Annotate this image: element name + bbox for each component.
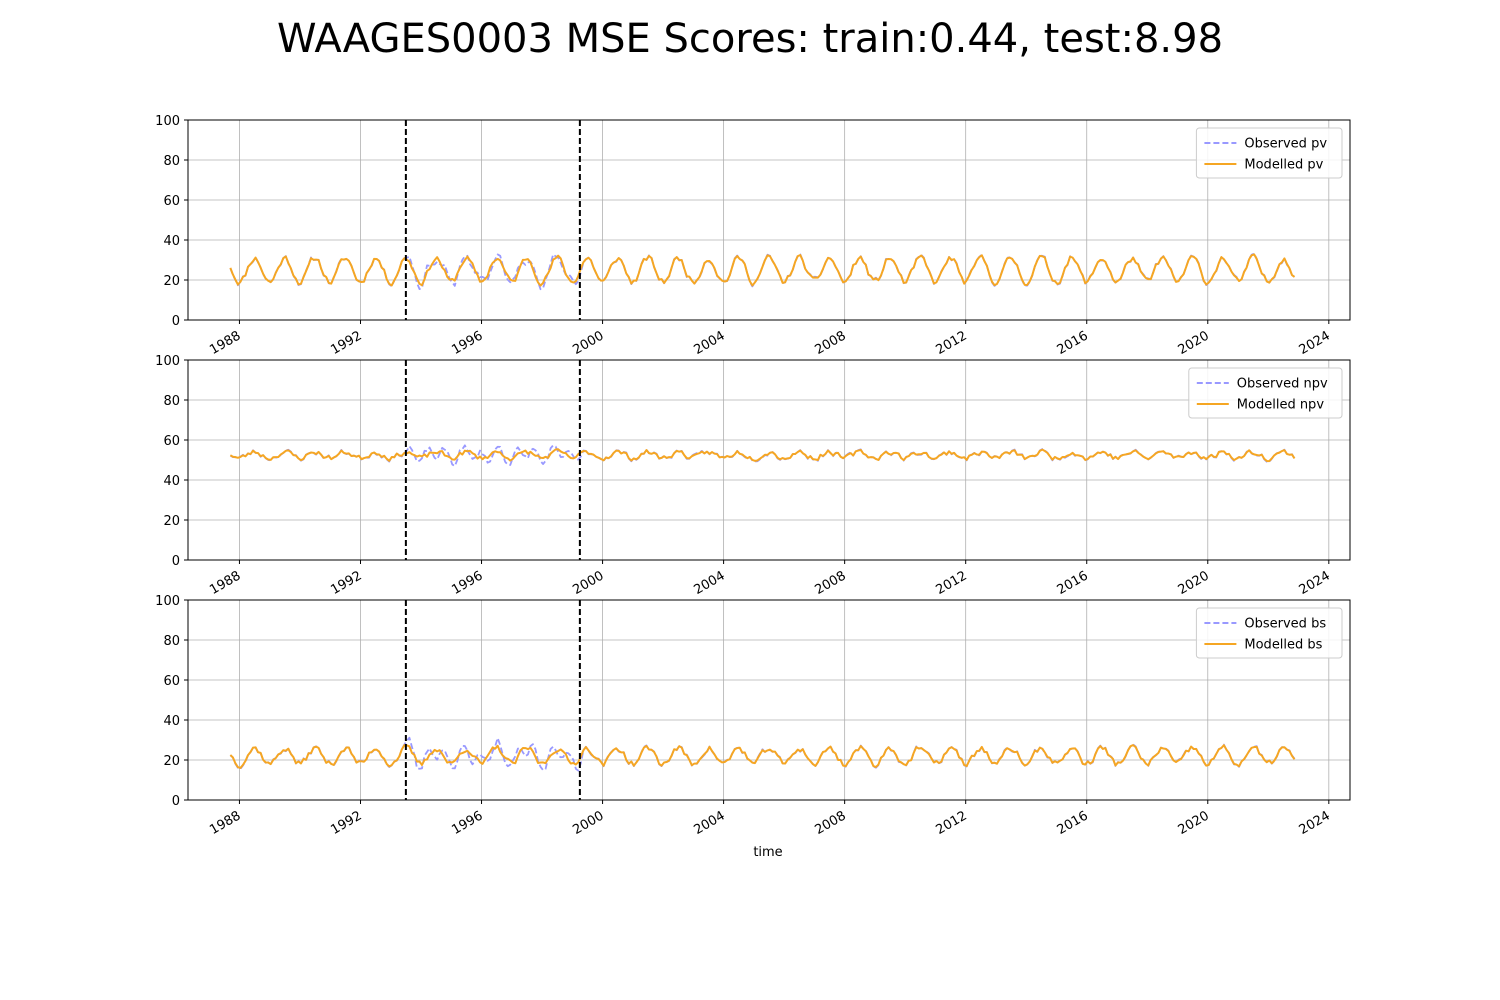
y-tick-label: 20 (163, 274, 180, 289)
y-tick-label: 20 (163, 754, 180, 769)
y-tick-label: 60 (163, 434, 180, 449)
legend-box (1188, 367, 1343, 419)
legend-label: Observed pv (1244, 137, 1327, 152)
legend-box (1195, 607, 1343, 659)
legend-label: Modelled bs (1244, 638, 1322, 653)
y-tick-label: 60 (163, 674, 180, 689)
legend-label: Modelled pv (1244, 158, 1323, 173)
series-line-modelled-pv (229, 253, 1296, 287)
y-tick-label: 80 (163, 394, 180, 409)
series-line-observed-npv (229, 444, 1296, 467)
y-tick-label: 0 (172, 554, 180, 569)
axes-frame (187, 119, 1351, 321)
axes-frame (187, 359, 1351, 561)
y-tick-label: 100 (155, 594, 180, 609)
y-tick-label: 100 (155, 354, 180, 369)
y-tick-label: 20 (163, 514, 180, 529)
legend: Observed npv Modelled npv (1188, 367, 1343, 419)
y-tick-label: 100 (155, 114, 180, 129)
series-line-observed-pv (229, 252, 1295, 291)
axes-frame (187, 599, 1351, 801)
legend: Observed pv Modelled pv (1195, 127, 1343, 179)
y-tick-label: 0 (172, 794, 180, 809)
y-tick-label: 40 (163, 474, 180, 489)
y-tick-label: 0 (172, 314, 180, 329)
legend: Observed bs Modelled bs (1195, 607, 1343, 659)
y-tick-label: 80 (163, 634, 180, 649)
series-line-modelled-npv (229, 448, 1296, 463)
legend-label: Observed npv (1237, 377, 1328, 392)
series-line-modelled-bs (229, 744, 1296, 769)
y-tick-label: 40 (163, 234, 180, 249)
y-tick-label: 40 (163, 714, 180, 729)
y-tick-label: 60 (163, 194, 180, 209)
y-tick-label: 80 (163, 154, 180, 169)
legend-label: Modelled npv (1237, 398, 1325, 413)
chart-title: WAAGES0003 MSE Scores: train:0.44, test:… (277, 16, 1223, 62)
legend-box (1195, 127, 1343, 179)
legend-label: Observed bs (1244, 617, 1326, 632)
x-axis-label: time (753, 845, 782, 860)
